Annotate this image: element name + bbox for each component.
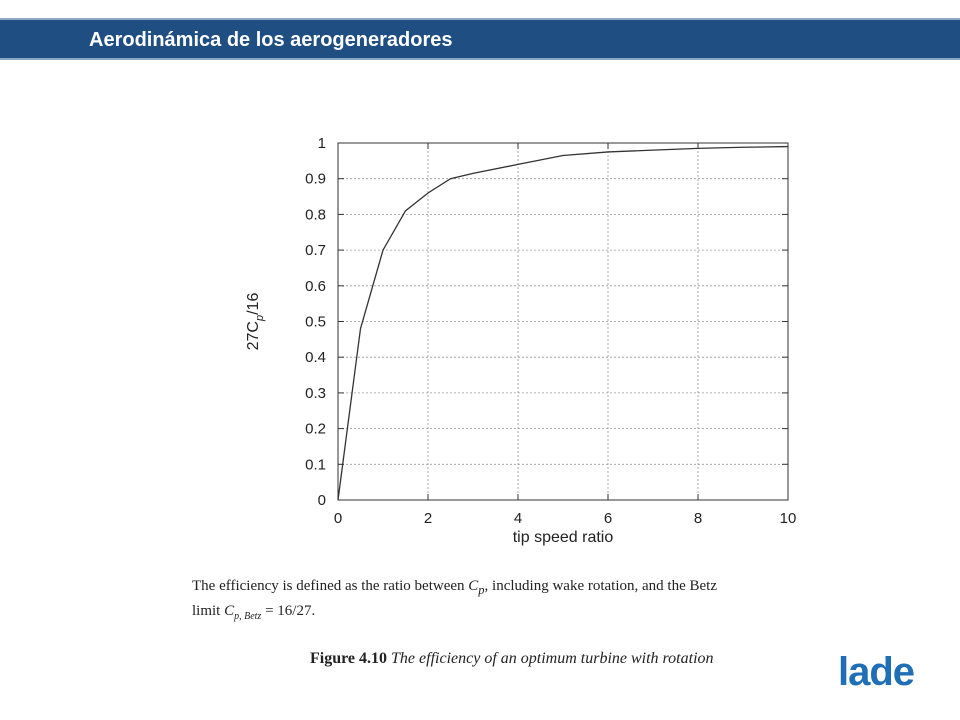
caption-line1-end: , including wake rotation, and the Betz	[484, 578, 717, 594]
y-tick-label: 0.2	[305, 421, 326, 438]
y-tick-label: 0.4	[305, 349, 326, 366]
x-tick-label: 6	[604, 510, 612, 527]
x-tick-label: 0	[334, 510, 342, 527]
x-axis-label: tip speed ratio	[513, 529, 614, 546]
x-tick-label: 2	[424, 510, 432, 527]
cp-betz-symbol: C	[224, 603, 235, 619]
y-tick-label: 0.7	[305, 242, 326, 259]
y-tick-label: 0.6	[305, 278, 326, 295]
y-tick-label: 1	[318, 135, 326, 152]
y-axis-label: 27Cp/16	[245, 293, 266, 351]
header-bar: Aerodinámica de los aerogeneradores	[0, 18, 960, 60]
y-tick-label: 0.1	[305, 456, 326, 473]
caption-line2-end: = 16/27.	[261, 603, 316, 619]
figure-number: Figure 4.10	[310, 650, 388, 667]
figure-caption: Figure 4.10 The efficiency of an optimum…	[310, 650, 714, 668]
cp-betz-subscript: p, Betz	[234, 611, 262, 622]
y-tick-label: 0.5	[305, 314, 326, 331]
y-tick-label: 0.3	[305, 385, 326, 402]
y-tick-label: 0.8	[305, 206, 326, 223]
x-tick-label: 10	[780, 510, 797, 527]
caption-line1-start: The efficiency is defined as the ratio b…	[192, 578, 469, 594]
efficiency-chart: 0 2 4 6 8 10 0 0.1 0.2 0.3 0.4 0.5 0.6 0.7 0.8 0.9 1 tip …	[245, 135, 797, 546]
figure-caption-text: The efficiency of an optimum turbine wit…	[391, 650, 714, 667]
figure-description: The efficiency is defined as the ratio b…	[192, 576, 812, 627]
lade-logo: lade	[838, 650, 915, 694]
y-tick-label: 0	[318, 492, 326, 509]
efficiency-curve	[337, 145, 789, 501]
x-tick-label: 8	[694, 510, 702, 527]
cp-subscript: p	[478, 583, 485, 597]
caption-line2-start: limit	[192, 603, 225, 619]
x-tick-label: 4	[514, 510, 522, 527]
cp-symbol: C	[468, 578, 479, 594]
y-tick-label: 0.9	[305, 171, 326, 188]
page-title: Aerodinámica de los aerogeneradores	[89, 29, 453, 51]
